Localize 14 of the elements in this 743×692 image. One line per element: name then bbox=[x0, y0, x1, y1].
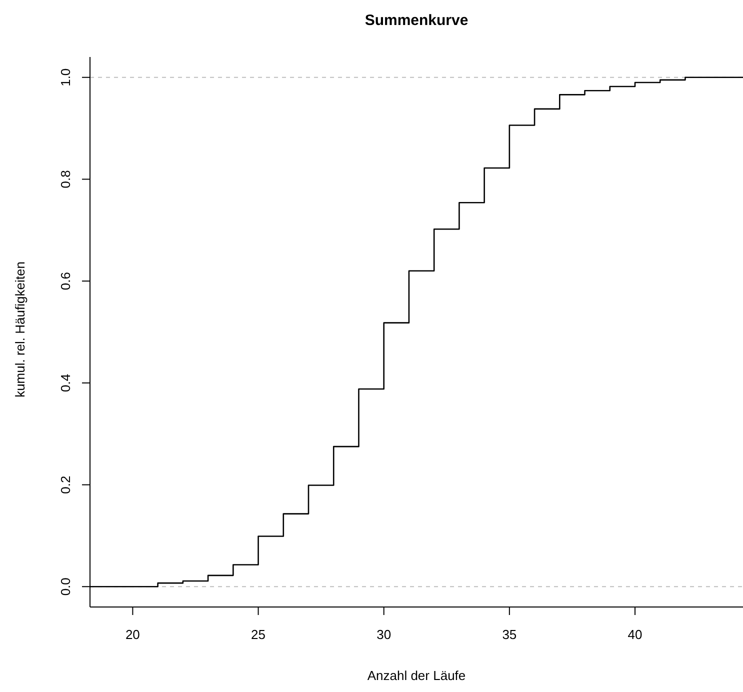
y-tick-label: 0.8 bbox=[58, 170, 73, 188]
y-axis-title: kumul. rel. Häufigkeiten bbox=[12, 260, 28, 400]
x-tick-label: 20 bbox=[125, 627, 140, 642]
y-tick-label: 1.0 bbox=[58, 68, 73, 86]
x-tick-label: 25 bbox=[251, 627, 266, 642]
y-tick-label: 0.2 bbox=[58, 476, 73, 494]
y-tick-label: 0.4 bbox=[58, 374, 73, 392]
x-tick-label: 30 bbox=[376, 627, 392, 642]
x-axis-title: Anzahl der Läufe bbox=[366, 668, 467, 683]
x-tick-label: 35 bbox=[502, 627, 517, 642]
y-tick-label: 0.0 bbox=[58, 578, 73, 596]
x-tick-label: 40 bbox=[628, 627, 642, 642]
y-tick-label: 0.6 bbox=[58, 272, 73, 290]
chart-title: Summenkurve bbox=[364, 12, 470, 29]
